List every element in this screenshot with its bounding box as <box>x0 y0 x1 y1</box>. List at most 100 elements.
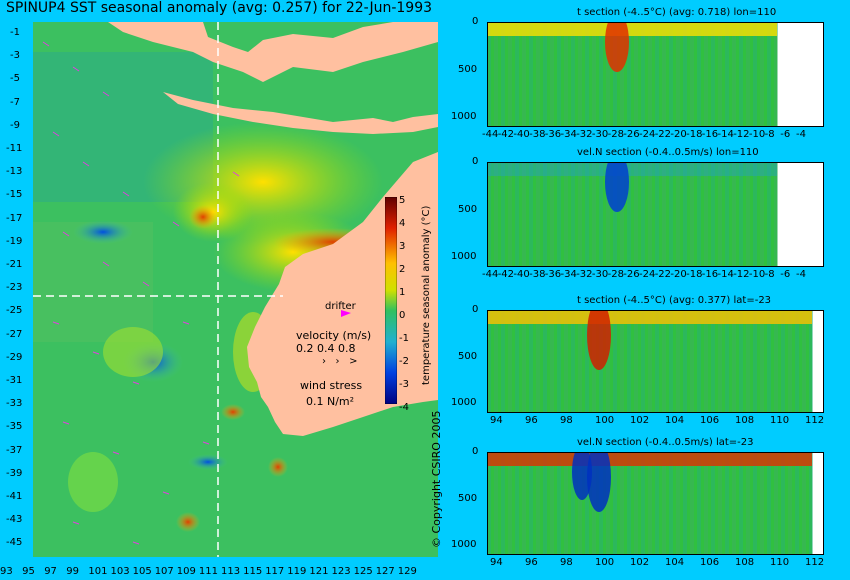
panel-x-tick: -18 <box>686 129 703 140</box>
panel-x-tick: 110 <box>770 415 790 426</box>
panel-x-tick: -16 <box>701 129 719 140</box>
panel-x-tick: -8 <box>764 269 775 280</box>
panel-y-tick: 1000 <box>451 539 477 550</box>
colorbar <box>385 197 397 404</box>
panel-y-tick: 500 <box>458 203 478 215</box>
sst-map <box>33 22 438 557</box>
velocity-arrows: › › > <box>322 356 358 367</box>
panel-x-tick: -42 <box>497 269 515 280</box>
lat-label: -19 <box>6 235 23 247</box>
panel-x-tick: 94 <box>490 415 503 426</box>
panel-x-tick: 108 <box>735 415 755 426</box>
colorbar-tick: 3 <box>399 241 406 252</box>
panel-x-tick: 104 <box>665 557 685 568</box>
lon-label: 127 <box>375 566 395 577</box>
panel-title: t section (-4..5°C) (avg: 0.377) lat=-23 <box>577 295 772 306</box>
section-plot <box>487 310 824 413</box>
java-land <box>163 92 438 134</box>
section-plot <box>487 452 824 555</box>
lat-label: -3 <box>10 50 20 62</box>
panel-x-tick: 104 <box>665 415 685 426</box>
lon-label: 113 <box>221 566 241 577</box>
panel-x-tick: -12 <box>733 269 750 280</box>
lon-label: 101 <box>88 566 108 577</box>
lon-label: 97 <box>44 566 57 577</box>
lat-label: -37 <box>6 444 23 456</box>
panel-x-tick: -16 <box>701 269 719 280</box>
panel-x-tick: -20 <box>670 269 687 280</box>
colorbar-tick: -3 <box>399 379 409 390</box>
panel-x-tick: -28 <box>607 269 624 280</box>
panel-x-tick: -8 <box>764 129 775 140</box>
drifter-label: drifter <box>325 301 356 312</box>
panel-y-tick: 0 <box>472 16 479 27</box>
panel-x-tick: -44 <box>482 129 499 140</box>
panel-x-tick: -30 <box>591 269 609 280</box>
wind-stress-label: wind stress <box>300 379 363 392</box>
main-title: SPINUP4 SST seasonal anomaly (avg: 0.257… <box>6 0 433 16</box>
lon-label: 129 <box>397 566 417 577</box>
panel-x-tick: 112 <box>805 415 825 426</box>
panel-x-tick: -12 <box>733 129 750 140</box>
panel-x-tick: -34 <box>560 269 577 280</box>
lon-label: 103 <box>110 566 130 577</box>
lon-label: 121 <box>309 566 329 577</box>
panel-x-tick: 100 <box>595 557 615 568</box>
colorbar-tick: -2 <box>399 356 409 367</box>
panel-x-tick: -24 <box>639 129 656 140</box>
panel-x-tick: -36 <box>544 269 562 280</box>
drifter-marker <box>341 310 351 317</box>
panel-x-tick: 106 <box>700 557 720 568</box>
panel-x-tick: -38 <box>529 269 546 280</box>
panel-y-tick: 1000 <box>451 111 477 122</box>
panel-x-tick: -28 <box>607 129 624 140</box>
panel-x-tick: -40 <box>513 269 530 280</box>
panel-x-tick: -44 <box>482 269 499 280</box>
panel-x-tick: -22 <box>654 129 672 140</box>
panel-x-tick: -22 <box>654 269 672 280</box>
panel-x-tick: 96 <box>525 557 538 568</box>
panel-x-tick: -14 <box>717 269 734 280</box>
panel-x-tick: -6 <box>780 129 791 140</box>
lon-label: 123 <box>331 566 351 577</box>
lon-label: 111 <box>198 566 218 577</box>
panel-y-tick: 500 <box>458 350 478 362</box>
panel-x-tick: 94 <box>490 557 503 568</box>
panel-x-tick: -30 <box>591 129 609 140</box>
panel-title: vel.N section (-0.4..0.5m/s) lat=-23 <box>577 437 754 448</box>
panel-y-tick: 1000 <box>451 397 477 408</box>
panel-x-tick: -10 <box>748 129 766 140</box>
lon-label: 125 <box>353 566 373 577</box>
lon-label: 107 <box>154 566 174 577</box>
panel-y-tick: 0 <box>472 304 479 315</box>
panel-x-tick: -6 <box>780 269 791 280</box>
panel-x-tick: -26 <box>623 129 640 140</box>
panel-x-tick: -40 <box>513 129 530 140</box>
panel-x-tick: 106 <box>700 415 720 426</box>
colorbar-tick: 1 <box>399 287 406 298</box>
colorbar-tick: -4 <box>399 402 409 413</box>
section-plot <box>487 22 824 127</box>
lat-label: -9 <box>10 119 20 131</box>
lat-label: -1 <box>10 27 20 38</box>
lat-label: -21 <box>6 259 23 270</box>
panel-x-tick: 98 <box>560 415 573 426</box>
lon-label: 99 <box>66 566 80 577</box>
panel-x-tick: 108 <box>735 557 755 568</box>
panel-y-tick: 500 <box>458 63 478 75</box>
lon-label: 119 <box>287 566 307 577</box>
lat-label: -5 <box>10 73 20 85</box>
panel-y-tick: 1000 <box>451 251 477 262</box>
lat-label: -43 <box>6 514 23 526</box>
velocity-label: velocity (m/s) <box>296 329 372 342</box>
lat-label: -7 <box>10 96 20 108</box>
panel-x-tick: -34 <box>560 129 577 140</box>
lat-label: -13 <box>6 166 23 178</box>
panel-x-tick: -42 <box>497 129 515 140</box>
section-plot <box>487 162 824 267</box>
panel-title: t section (-4..5°C) (avg: 0.718) lon=110 <box>577 7 777 18</box>
lon-label: 109 <box>176 566 196 577</box>
panel-y-tick: 0 <box>472 446 479 457</box>
panel-x-tick: 102 <box>630 415 650 426</box>
velocity-scale: 0.2 0.4 0.8 <box>296 342 356 355</box>
